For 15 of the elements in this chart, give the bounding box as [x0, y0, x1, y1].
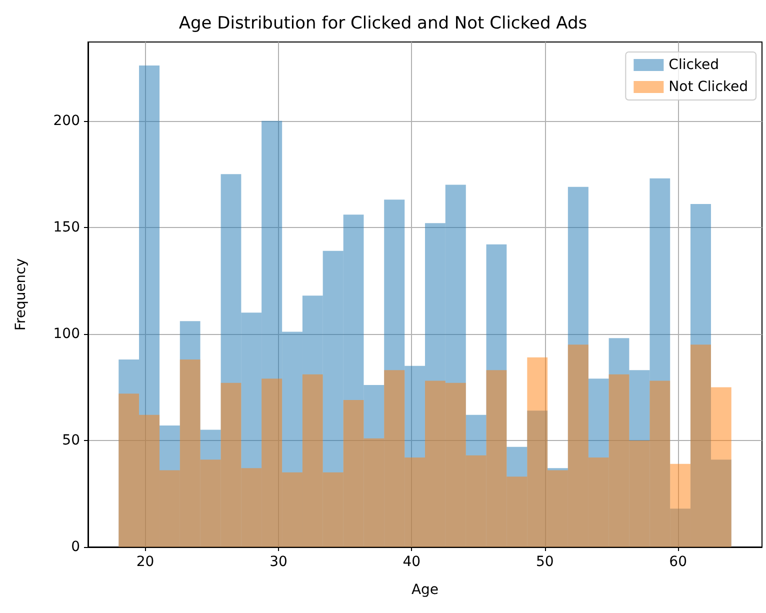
x-tick-label: 30	[270, 554, 288, 570]
legend-label: Clicked	[668, 57, 720, 73]
chart-title: Age Distribution for Clicked and Not Clicked Ads	[178, 14, 588, 34]
x-tick-label: 60	[669, 554, 687, 570]
y-tick-label: 150	[53, 219, 80, 236]
y-tick-label: 50	[62, 432, 80, 448]
y-tick-label: 100	[53, 326, 80, 342]
legend-label: Not Clicked	[668, 79, 748, 95]
x-axis-title: Age	[411, 582, 439, 598]
x-tick-label: 50	[536, 554, 554, 570]
x-tick-label: 40	[402, 554, 421, 570]
y-tick-label: 0	[71, 539, 80, 555]
y-axis-title: Frequency	[13, 258, 29, 331]
y-tick-label: 200	[53, 112, 80, 129]
x-tick-label: 20	[136, 554, 154, 570]
